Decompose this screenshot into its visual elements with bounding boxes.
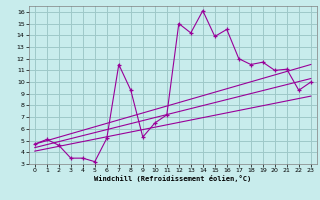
X-axis label: Windchill (Refroidissement éolien,°C): Windchill (Refroidissement éolien,°C) (94, 175, 252, 182)
